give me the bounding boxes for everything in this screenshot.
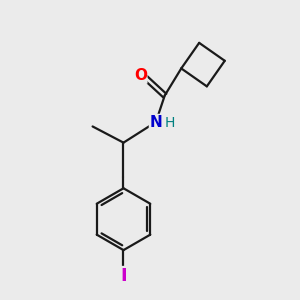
Text: N: N (149, 115, 162, 130)
Text: I: I (120, 267, 127, 285)
Text: O: O (134, 68, 147, 83)
Text: H: H (165, 116, 175, 130)
